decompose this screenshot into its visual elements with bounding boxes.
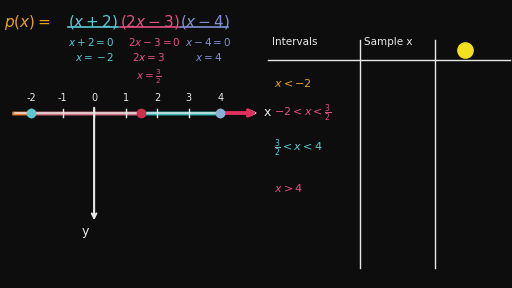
Text: $(2x-3)$: $(2x-3)$ xyxy=(120,13,180,31)
Text: y: y xyxy=(81,225,89,238)
Text: -2: -2 xyxy=(26,93,36,103)
Text: $x-4=0$: $x-4=0$ xyxy=(185,36,231,48)
Text: $-2<x<\frac{3}{2}$: $-2<x<\frac{3}{2}$ xyxy=(274,102,331,124)
Text: $(x-4)$: $(x-4)$ xyxy=(180,13,230,31)
Text: $2x-3=0$: $2x-3=0$ xyxy=(128,36,181,48)
Text: 1: 1 xyxy=(122,93,129,103)
Text: $(x+2)$: $(x+2)$ xyxy=(68,13,118,31)
Text: 2: 2 xyxy=(154,93,160,103)
Text: -1: -1 xyxy=(58,93,68,103)
Text: $\frac{3}{2}<x<4$: $\frac{3}{2}<x<4$ xyxy=(274,137,323,159)
Text: 4: 4 xyxy=(218,93,223,103)
Text: $x=\frac{3}{2}$: $x=\frac{3}{2}$ xyxy=(136,68,162,86)
Text: $x>4$: $x>4$ xyxy=(274,182,303,194)
Text: $p(x)=$: $p(x)=$ xyxy=(4,13,51,32)
Text: Intervals: Intervals xyxy=(272,37,317,47)
Text: $x=-2$: $x=-2$ xyxy=(75,51,114,63)
Text: $x=4$: $x=4$ xyxy=(195,51,222,63)
Text: 0: 0 xyxy=(91,93,97,103)
Text: $x<-2$: $x<-2$ xyxy=(274,77,312,89)
Text: x: x xyxy=(264,107,271,120)
Text: $x+2=0$: $x+2=0$ xyxy=(68,36,114,48)
Text: Sample x: Sample x xyxy=(364,37,413,47)
Text: 3: 3 xyxy=(186,93,192,103)
Text: $2x=3$: $2x=3$ xyxy=(132,51,165,63)
